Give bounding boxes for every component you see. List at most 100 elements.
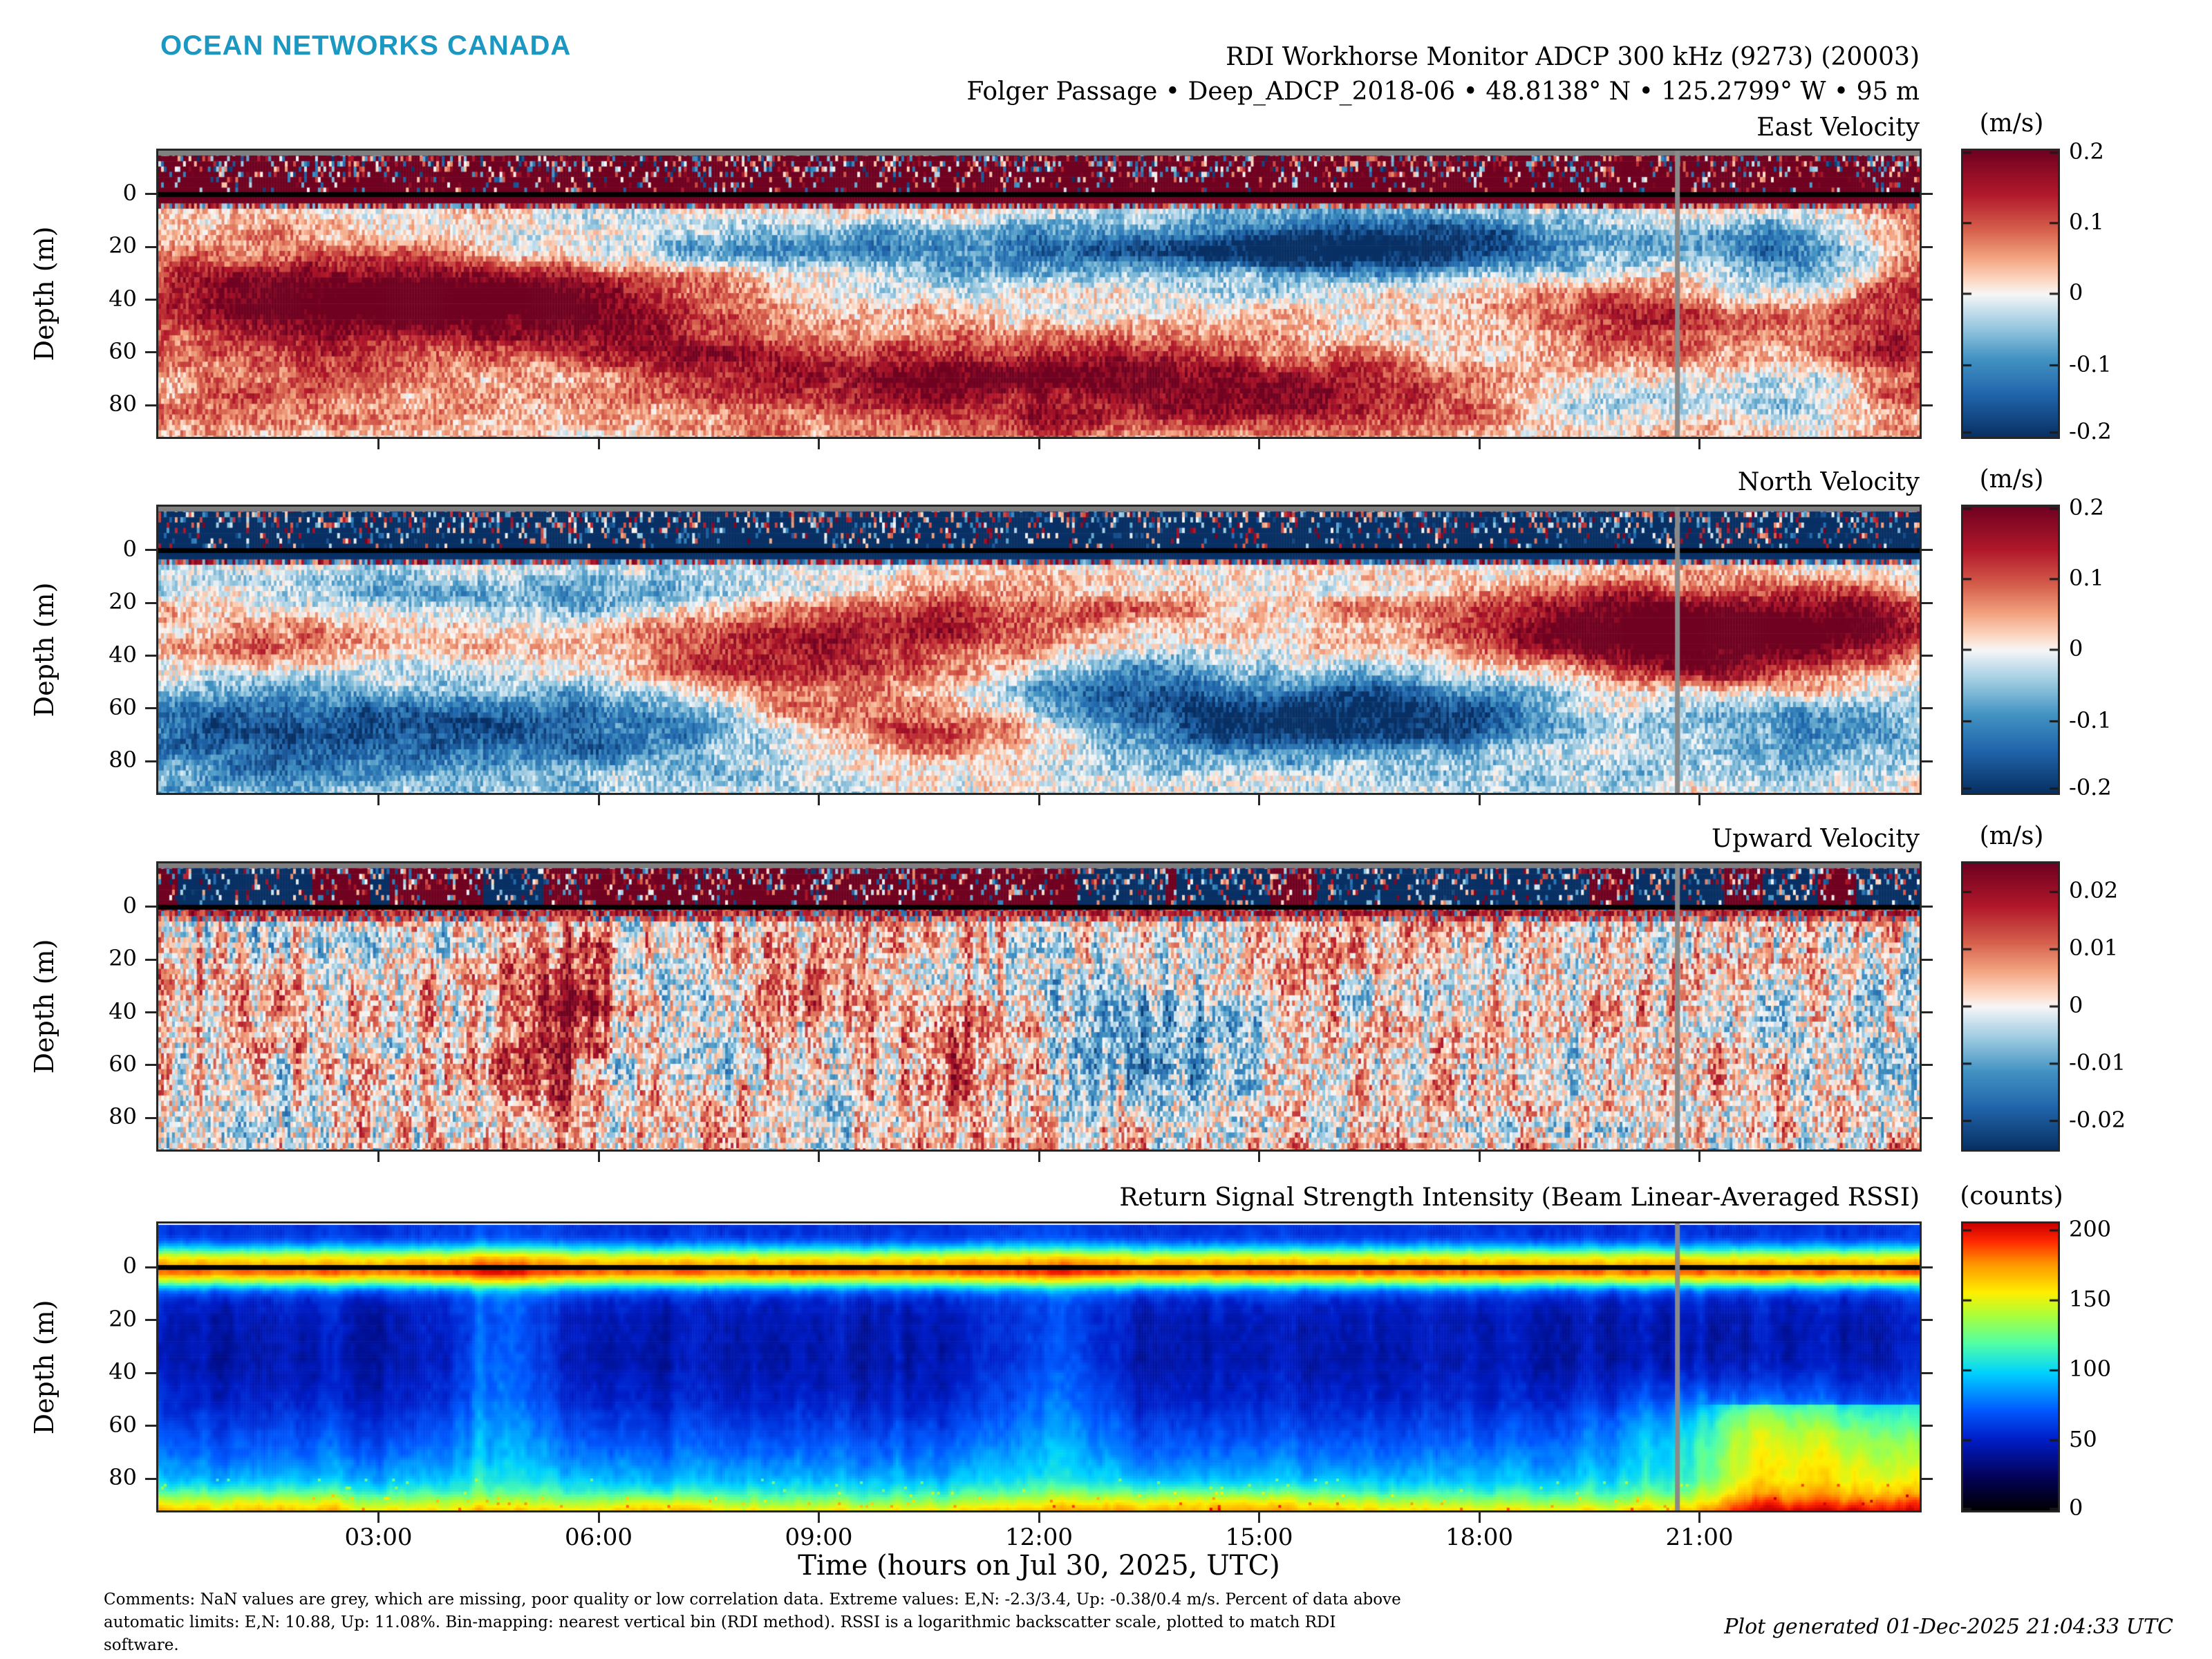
colorbar-tick-label: -0.02 (2069, 1106, 2126, 1133)
return-signal-strength-intensity-beam-linear-averaged-rssi--canvas (158, 1224, 1920, 1510)
x-tick (1478, 1512, 1481, 1523)
x-tick (1038, 1512, 1040, 1523)
y-tick-label: 80 (109, 747, 137, 774)
x-tick (1698, 1152, 1700, 1162)
y-tick-label: 80 (109, 391, 137, 418)
x-tick (818, 1152, 820, 1162)
y-axis-label-north: Depth (m) (29, 582, 59, 718)
y-tick-right (1922, 1477, 1933, 1480)
onc-logo: OCEAN NETWORKS CANADA (160, 30, 572, 61)
y-tick (145, 655, 156, 657)
colorbar-units-rssi: (counts) (1960, 1182, 2063, 1210)
y-tick (145, 549, 156, 552)
y-tick (145, 1266, 156, 1268)
x-tick (377, 1512, 379, 1523)
y-axis-label-rssi: Depth (m) (29, 1300, 59, 1434)
x-tick-label: 21:00 (1665, 1524, 1734, 1551)
upward-velocity-canvas (158, 863, 1920, 1150)
y-tick-label: 80 (109, 1464, 137, 1491)
y-tick-right (1922, 707, 1933, 710)
upward-velocity-heatmap (156, 861, 1922, 1152)
y-tick-right (1922, 299, 1933, 301)
x-tick (597, 439, 600, 449)
y-tick-right (1922, 906, 1933, 908)
y-axis-label-east: Depth (m) (29, 226, 59, 362)
x-tick-label: 03:00 (344, 1524, 413, 1551)
y-tick-label: 20 (109, 232, 137, 259)
x-tick (1258, 439, 1260, 449)
colorbar-gradient-canvas (1963, 151, 2058, 437)
x-axis-label: Time (hours on Jul 30, 2025, UTC) (798, 1550, 1280, 1582)
y-tick (145, 760, 156, 762)
panel-title-east-velocity: East Velocity (1756, 113, 1920, 142)
y-tick (145, 1425, 156, 1427)
colorbar-tick-label: -0.2 (2069, 774, 2112, 800)
panel-title-upward-velocity: Upward Velocity (1711, 825, 1920, 853)
y-tick-label: 60 (109, 337, 137, 364)
x-tick (597, 1512, 600, 1523)
y-tick-right (1922, 1116, 1933, 1119)
east-velocity-heatmap (156, 149, 1922, 439)
colorbar-tick-label: 200 (2069, 1215, 2112, 1242)
y-tick (145, 906, 156, 908)
colorbar-tick-label: 0.2 (2069, 494, 2104, 521)
y-tick-right (1922, 1011, 1933, 1014)
y-tick-label: 40 (109, 997, 137, 1024)
y-tick (145, 1064, 156, 1067)
x-tick (377, 439, 379, 449)
y-tick (145, 245, 156, 248)
colorbar-tick-label: -0.1 (2069, 350, 2112, 377)
upward-velocity-colorbar (1961, 861, 2060, 1152)
y-tick-right (1922, 245, 1933, 248)
y-tick-right (1922, 1371, 1933, 1374)
colorbar-tick-label: 0.2 (2069, 138, 2104, 165)
y-tick-label: 40 (109, 1358, 137, 1385)
y-tick-label: 60 (109, 1411, 137, 1438)
colorbar-tick-label: 0 (2069, 279, 2083, 306)
y-tick-right (1922, 549, 1933, 552)
colorbar-tick-label: 0.01 (2069, 935, 2119, 962)
colorbar-tick-label: 0 (2069, 1494, 2083, 1521)
plot-title: RDI Workhorse Monitor ADCP 300 kHz (9273… (1226, 43, 1920, 71)
colorbar-units-north: (m/s) (1979, 465, 2044, 494)
y-tick-right (1922, 601, 1933, 604)
comments-line-1: Comments: NaN values are grey, which are… (104, 1591, 1401, 1609)
x-tick (597, 1152, 600, 1162)
y-tick-label: 20 (109, 1305, 137, 1332)
colorbar-tick-label: 0.02 (2069, 877, 2119, 904)
y-tick-label: 0 (122, 535, 137, 562)
y-tick (145, 1116, 156, 1119)
y-tick-right (1922, 760, 1933, 762)
colorbar-tick-label: -0.1 (2069, 706, 2112, 733)
x-tick (818, 439, 820, 449)
colorbar-gradient-canvas (1963, 1224, 2058, 1510)
panel-title-rssi: Return Signal Strength Intensity (Beam L… (1119, 1183, 1920, 1212)
rssi-heatmap (156, 1221, 1922, 1512)
x-tick-label: 18:00 (1445, 1524, 1513, 1551)
x-tick-label: 15:00 (1225, 1524, 1293, 1551)
x-tick (1698, 1512, 1700, 1523)
y-tick (145, 299, 156, 301)
x-tick (1038, 439, 1040, 449)
y-tick (145, 707, 156, 710)
colorbar-tick-label: 100 (2069, 1356, 2112, 1382)
east-velocity-canvas (158, 151, 1920, 437)
y-tick-label: 0 (122, 892, 137, 919)
comments-line-2: automatic limits: E,N: 10.88, Up: 11.08%… (104, 1613, 1336, 1631)
y-tick (145, 1011, 156, 1014)
comments-line-3: software. (104, 1636, 179, 1654)
y-axis-label-upward: Depth (m) (29, 939, 59, 1074)
y-tick-right (1922, 958, 1933, 961)
y-tick (145, 1319, 156, 1322)
colorbar-tick-label: -0.2 (2069, 418, 2112, 444)
y-tick-label: 60 (109, 693, 137, 720)
rssi-colorbar (1961, 1221, 2060, 1512)
y-tick-label: 80 (109, 1103, 137, 1130)
colorbar-gradient-canvas (1963, 507, 2058, 793)
y-tick-right (1922, 1064, 1933, 1067)
x-tick-label: 12:00 (1005, 1524, 1073, 1551)
plot-generated-timestamp: Plot generated 01-Dec-2025 21:04:33 UTC (1724, 1615, 2173, 1639)
y-tick-right (1922, 1266, 1933, 1268)
y-tick-label: 20 (109, 588, 137, 615)
